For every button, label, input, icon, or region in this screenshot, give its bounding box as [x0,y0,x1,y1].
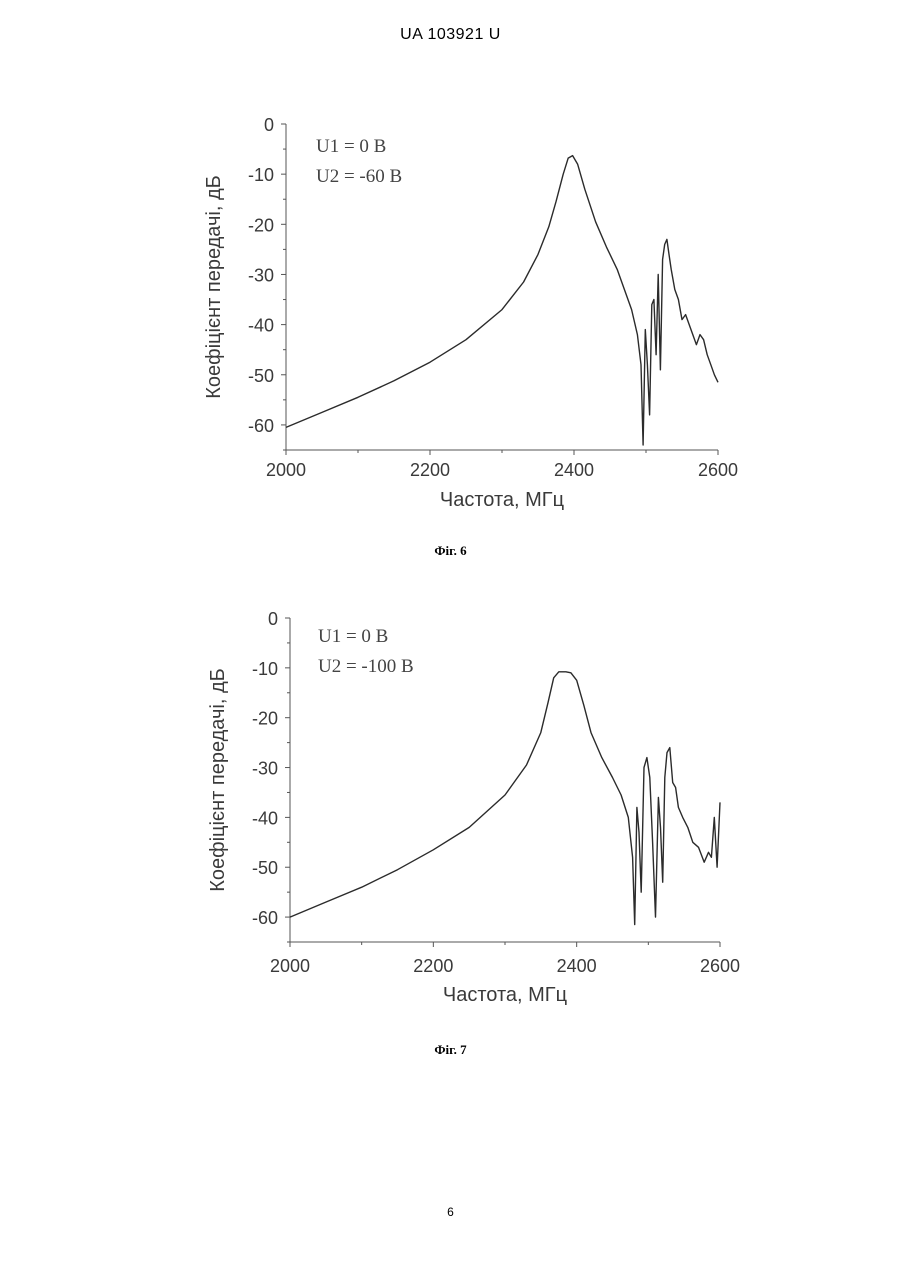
bias-annotation: U2 = -100 В [318,656,414,677]
bias-annotation: U1 = 0 В [316,136,386,157]
x-axis-title: Частота, МГц [443,984,567,1006]
bias-annotation: U2 = -60 В [316,166,402,187]
x-tick-label: 2400 [557,956,597,976]
x-tick-label: 2200 [413,956,453,976]
y-axis-title: Коефіцієнт передачі, дБ [207,668,229,892]
figure-caption: Фіг. 7 [0,1042,901,1058]
document-header: UA 103921 U [0,26,901,44]
x-tick-label: 2600 [700,956,740,976]
x-tick-label: 2200 [410,460,450,480]
transmission-curve [286,156,718,445]
figure-6: 0 -10 -20 -30 -40 -50 -60 2000 2200 2400 2600 Часто… [0,100,901,570]
page-number: 6 [0,1205,901,1219]
y-tick-label: -50 [248,366,274,386]
x-tick-label: 2400 [554,460,594,480]
y-tick-label: -40 [252,808,278,828]
y-tick-label: 0 [264,115,274,135]
figure-caption: Фіг. 6 [0,543,901,559]
y-tick-label: -10 [248,165,274,185]
y-tick-label: -20 [248,215,274,235]
chart-fig7: 0 -10 -20 -30 -40 -50 -60 2000 2200 2400 2600 Часто… [0,590,901,1030]
x-tick-label: 2000 [266,460,306,480]
chart-fig6: 0 -10 -20 -30 -40 -50 -60 2000 2200 2400 2600 Часто… [0,100,901,530]
y-tick-label: 0 [268,609,278,629]
y-tick-label: -60 [248,416,274,436]
y-axis-title: Коефіцієнт передачі, дБ [203,175,225,399]
x-tick-label: 2600 [698,460,738,480]
y-tick-label: -30 [252,759,278,779]
y-tick-label: -30 [248,265,274,285]
y-tick-label: -50 [252,858,278,878]
y-tick-label: -10 [252,659,278,679]
transmission-curve [290,672,720,925]
x-axis-title: Частота, МГц [440,489,564,511]
y-tick-label: -40 [248,316,274,336]
y-tick-label: -60 [252,908,278,928]
bias-annotation: U1 = 0 В [318,626,388,647]
y-tick-label: -20 [252,709,278,729]
x-tick-label: 2000 [270,956,310,976]
figure-7: 0 -10 -20 -30 -40 -50 -60 2000 2200 2400 2600 Часто… [0,590,901,1070]
